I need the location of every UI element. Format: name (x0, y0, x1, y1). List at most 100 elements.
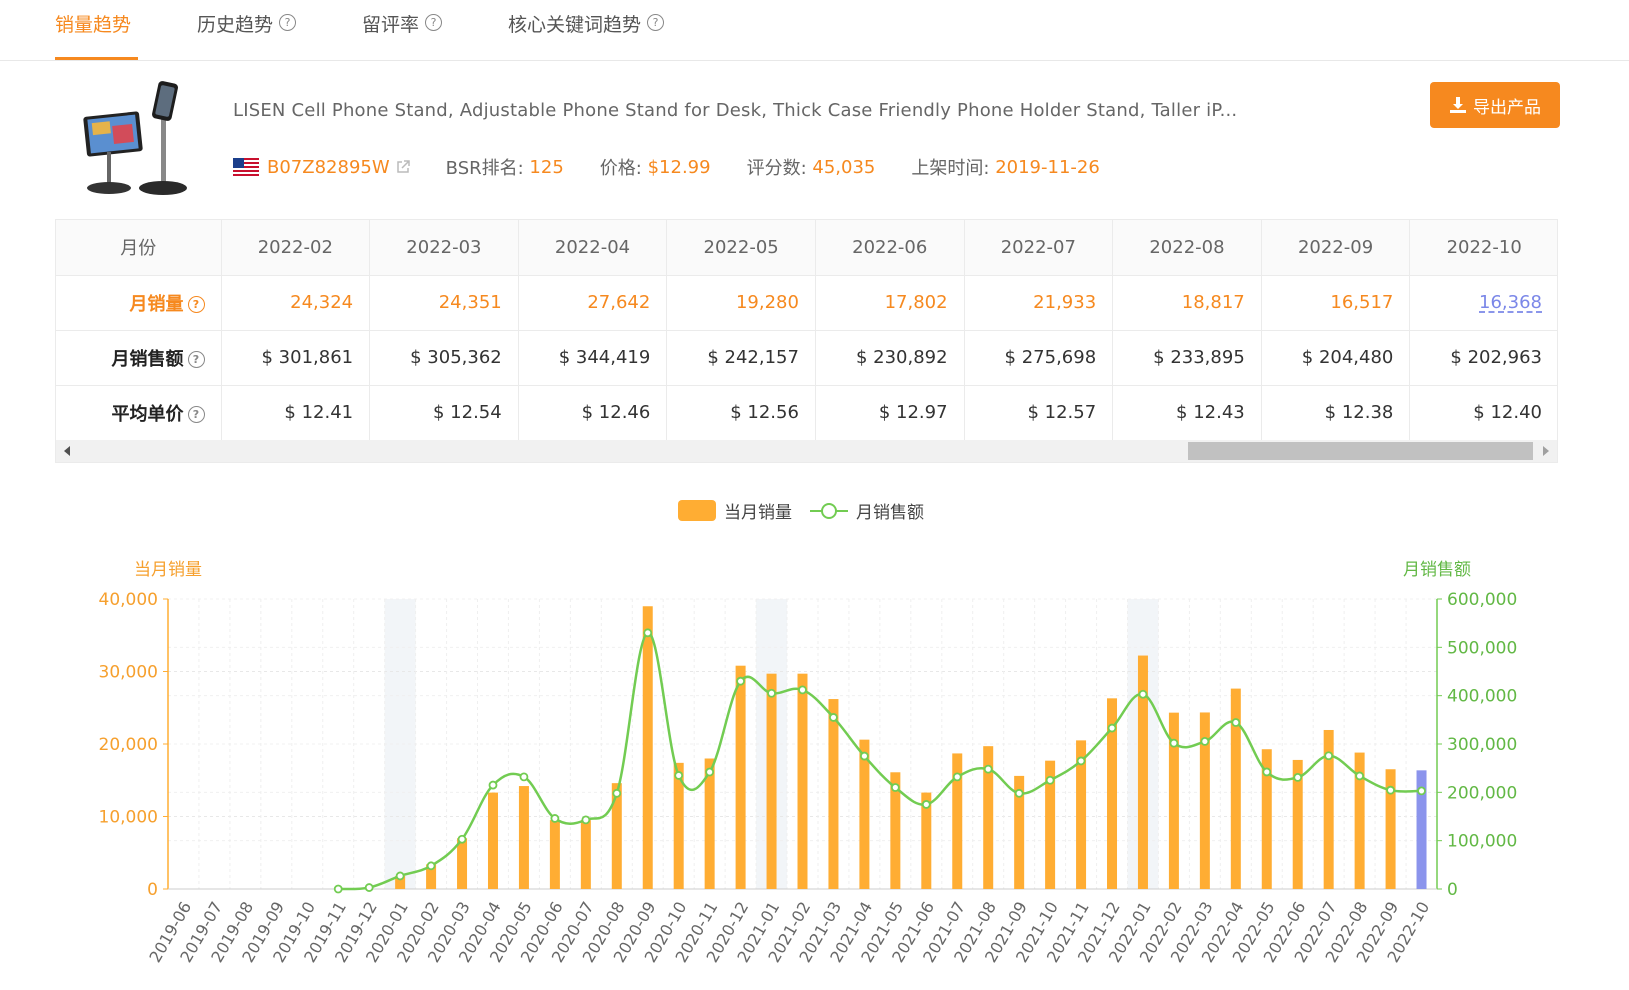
bar (1014, 775, 1025, 889)
scroll-right-arrow-icon[interactable] (1543, 446, 1549, 456)
legend-line-swatch[interactable] (810, 500, 848, 521)
bar (1354, 752, 1365, 889)
scroll-thumb[interactable] (1188, 442, 1533, 460)
month-cell: 2022-08 (1112, 220, 1262, 276)
bar-current-month (1416, 770, 1427, 889)
bar (1323, 729, 1334, 889)
sales-cell: 24,324 (221, 275, 371, 331)
right-tick-label: 600,000 (1447, 590, 1517, 610)
avg-price-label: 平均单价? (56, 385, 222, 441)
tab-keyword-trend[interactable]: 核心关键词趋势? (508, 10, 665, 60)
price-cell: $ 12.46 (518, 385, 668, 441)
month-cell: 2022-06 (815, 220, 965, 276)
reviews-label: 评分数: (746, 158, 807, 179)
price-label: 价格: (599, 158, 642, 179)
sales-cell: 21,933 (964, 275, 1114, 331)
price-cell: $ 12.43 (1112, 385, 1262, 441)
revenue-point (1014, 788, 1024, 798)
tab-bar: 销量趋势 历史趋势? 留评率? 核心关键词趋势? (0, 0, 1629, 61)
price-cell: $ 12.41 (221, 385, 371, 441)
product-meta: B07Z82895W BSR排名: 125 价格: $12.99 评分数: 45… (233, 154, 1136, 180)
bar (1137, 655, 1148, 889)
bsr-value: 125 (529, 156, 564, 178)
table-header-row: 月份 2022-02 2022-03 2022-04 2022-05 2022-… (56, 220, 1557, 276)
chart-legend: 当月销量 月销售额 (678, 497, 924, 523)
revenue-cell: $ 204,480 (1261, 330, 1411, 386)
help-icon[interactable]: ? (425, 14, 443, 31)
monthly-sales-label: 月销量? (56, 275, 222, 331)
revenue-cell: $ 275,698 (964, 330, 1114, 386)
revenue-point (798, 685, 807, 695)
left-tick-label: 30,000 (99, 663, 158, 683)
revenue-point (921, 800, 931, 809)
revenue-point (1107, 723, 1117, 733)
monthly-data-table: 月份 2022-02 2022-03 2022-04 2022-05 2022-… (55, 219, 1558, 463)
month-cell: 2022-05 (666, 220, 816, 276)
bar (1045, 760, 1056, 889)
bar (766, 673, 777, 889)
asin-link[interactable]: B07Z82895W (267, 156, 390, 178)
listed-date-value: 2019-11-26 (995, 156, 1100, 178)
revenue-point (983, 764, 993, 774)
left-tick-label: 40,000 (99, 590, 158, 610)
right-axis-title: 月销售额 (1403, 560, 1471, 580)
price-cell: $ 12.54 (369, 385, 519, 441)
revenue-point (364, 883, 374, 892)
help-icon[interactable]: ? (187, 296, 205, 313)
price-value: $12.99 (647, 156, 711, 178)
revenue-point (426, 861, 436, 871)
legend-bar-swatch[interactable] (678, 499, 716, 521)
revenue-point (952, 772, 962, 782)
bar (642, 606, 653, 889)
sales-cell: 16,517 (1261, 275, 1411, 331)
month-cell: 2022-04 (518, 220, 668, 276)
current-month-sales-link[interactable]: 16,368 (1409, 275, 1557, 331)
reviews-value: 45,035 (812, 156, 876, 178)
external-link-icon[interactable] (396, 160, 410, 174)
tab-review-rate[interactable]: 留评率? (362, 10, 443, 60)
revenue-point (767, 688, 776, 698)
revenue-point (890, 783, 900, 792)
revenue-point (1386, 785, 1395, 795)
horizontal-scrollbar[interactable] (56, 440, 1557, 462)
help-icon[interactable]: ? (187, 351, 205, 368)
revenue-point (457, 834, 467, 844)
month-cell: 2022-09 (1261, 220, 1411, 276)
tab-sales-trend[interactable]: 销量趋势 (55, 10, 138, 60)
price-cell: $ 12.38 (1261, 385, 1411, 441)
revenue-point (333, 884, 343, 894)
revenue-cell: $ 344,419 (518, 330, 668, 386)
product-title[interactable]: LISEN Cell Phone Stand, Adjustable Phone… (233, 100, 1238, 121)
legend-revenue-label[interactable]: 月销售额 (856, 502, 924, 523)
bar (457, 838, 468, 889)
bar (1292, 759, 1303, 889)
listed-date-label: 上架时间: (911, 158, 990, 179)
bar (395, 875, 406, 889)
revenue-cell: $ 301,861 (221, 330, 371, 386)
legend-sales-label[interactable]: 当月销量 (724, 502, 792, 523)
sales-cell: 19,280 (666, 275, 816, 331)
revenue-point (674, 771, 684, 780)
revenue-cell: $ 233,895 (1112, 330, 1262, 386)
revenue-point (612, 788, 622, 798)
revenue-point (1324, 751, 1334, 761)
revenue-cell: $ 230,892 (815, 330, 965, 386)
us-flag-icon (233, 158, 259, 176)
bsr-label: BSR排名: (445, 158, 524, 179)
help-icon[interactable]: ? (187, 406, 205, 423)
product-image[interactable] (83, 80, 193, 200)
bar (735, 665, 746, 889)
revenue-point (550, 814, 560, 823)
price-cell: $ 12.97 (815, 385, 965, 441)
bar (1199, 712, 1210, 889)
tab-history-trend[interactable]: 历史趋势? (197, 10, 297, 60)
help-icon[interactable]: ? (279, 14, 297, 31)
scroll-left-arrow-icon[interactable] (64, 446, 70, 456)
table-row: 月销售额? $ 301,861 $ 305,362 $ 344,419 $ 24… (56, 330, 1557, 386)
sales-cell: 24,351 (369, 275, 519, 331)
export-product-button[interactable]: 导出产品 (1430, 82, 1560, 128)
sales-cell: 18,817 (1112, 275, 1262, 331)
help-icon[interactable]: ? (647, 14, 665, 31)
bar (549, 820, 560, 889)
right-tick-label: 500,000 (1447, 638, 1517, 658)
